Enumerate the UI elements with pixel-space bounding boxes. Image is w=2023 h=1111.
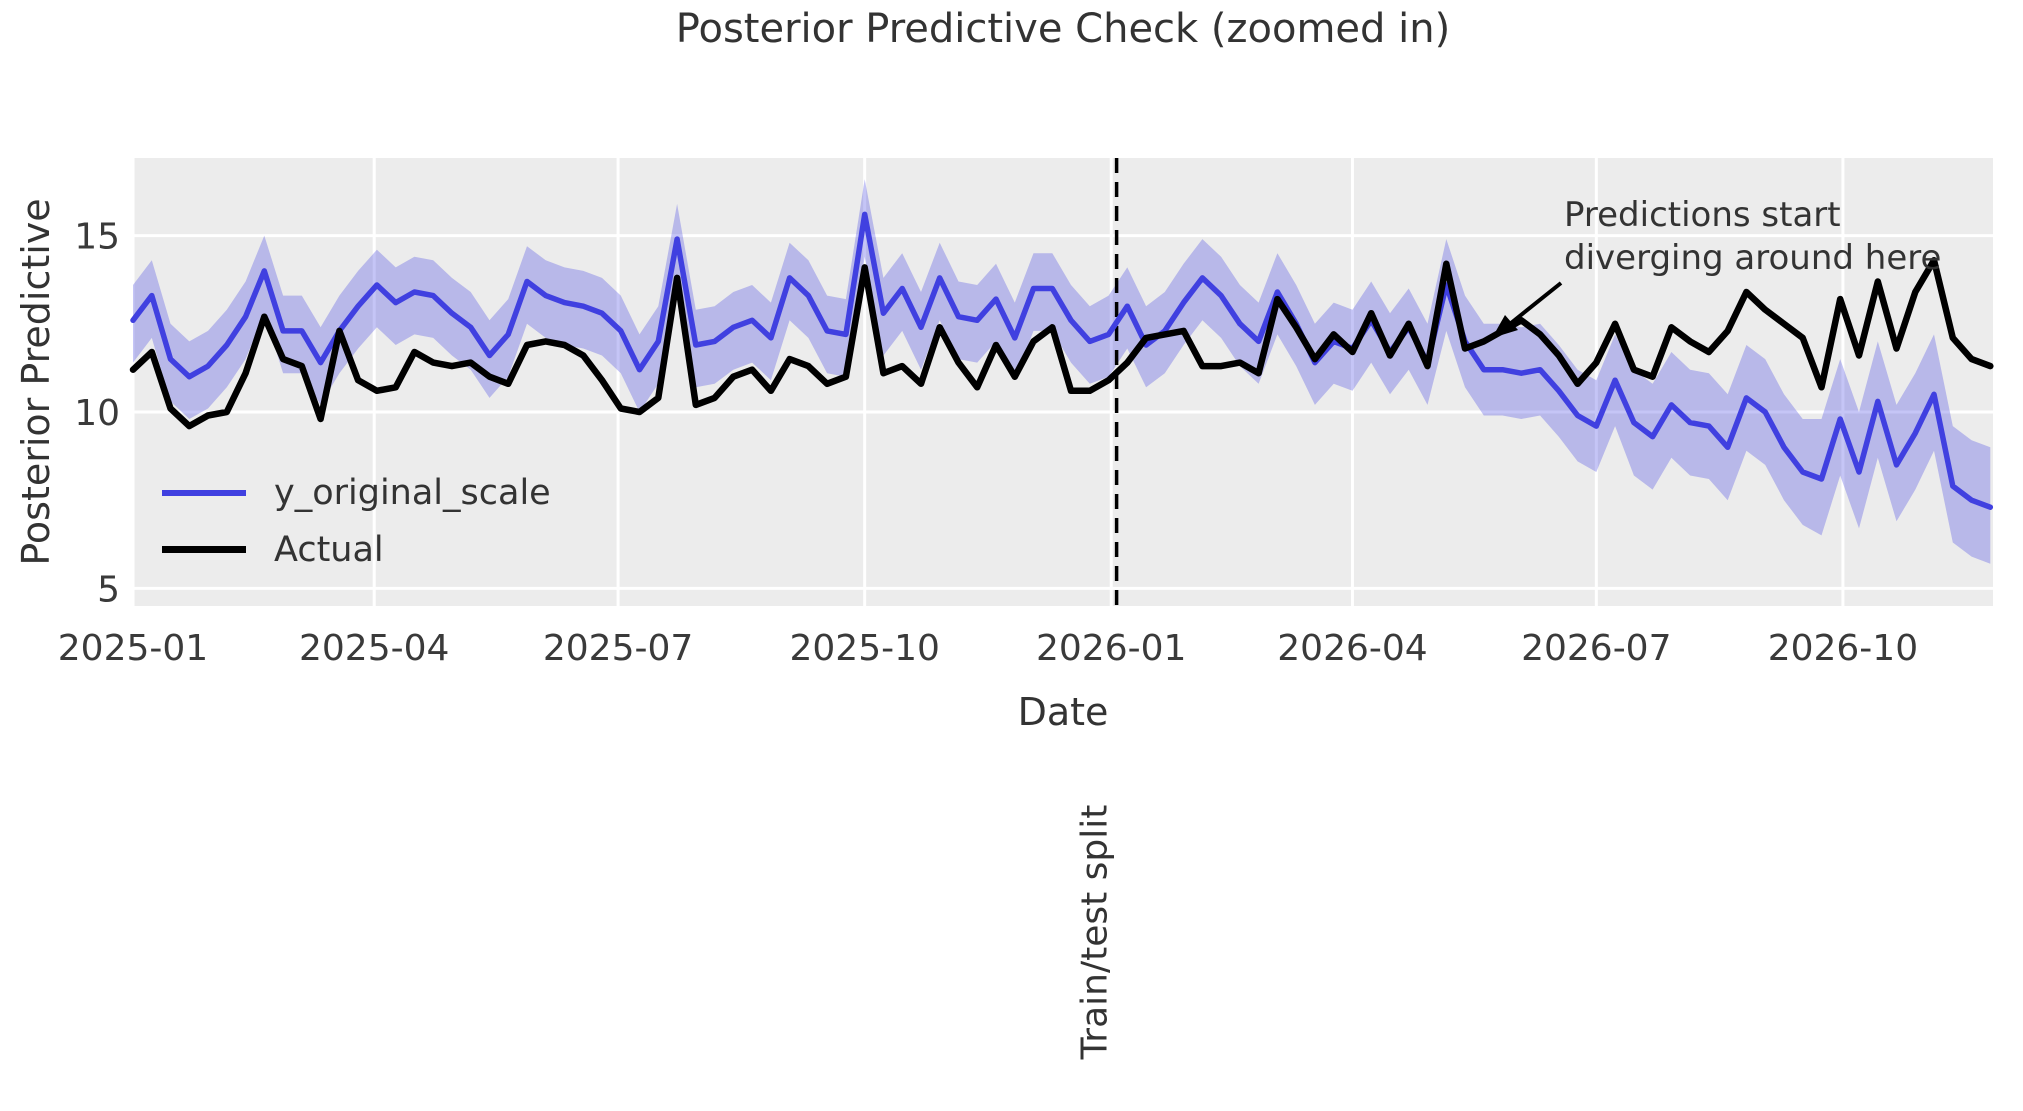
legend-item-y-original-scale: y_original_scale <box>162 464 551 521</box>
x-tick: 2025-07 <box>543 628 693 669</box>
hdi-band <box>133 179 1991 564</box>
y-tick: 15 <box>74 217 120 258</box>
actual-line <box>129 257 1994 430</box>
legend-line-swatch-black <box>162 546 246 553</box>
legend: y_original_scale Actual <box>162 464 551 578</box>
y-tick: 5 <box>97 569 120 610</box>
x-tick: 2025-04 <box>299 628 449 669</box>
annotation-line-2: diverging around here <box>1564 238 1942 278</box>
chart-title: Posterior Predictive Check (zoomed in) <box>675 6 1451 52</box>
x-tick: 2026-10 <box>1768 628 1918 669</box>
annotation-arrow <box>1492 281 1563 338</box>
x-tick-labels: 2025-01 2025-04 2025-07 2025-10 2026-01 2026-… <box>58 628 1918 669</box>
annotation-line-1: Predictions start <box>1564 195 1841 235</box>
legend-item-actual: Actual <box>162 521 551 578</box>
x-tick: 2025-10 <box>789 628 939 669</box>
legend-line-swatch-blue <box>162 489 246 496</box>
x-tick: 2026-01 <box>1036 628 1186 669</box>
x-tick: 2026-04 <box>1277 628 1427 669</box>
legend-label: Actual <box>274 529 384 570</box>
legend-label: y_original_scale <box>274 472 551 513</box>
gridlines <box>131 158 1993 606</box>
y-tick-labels: 15 10 5 <box>74 217 120 611</box>
x-tick: 2026-07 <box>1521 628 1671 669</box>
annotation-text: Predictions start diverging around here <box>1564 194 1941 280</box>
train-test-split-label: Train/test split <box>1074 804 1116 1060</box>
x-tick: 2025-01 <box>58 628 208 669</box>
y-axis-label: Posterior Predictive <box>14 198 58 566</box>
predicted-line <box>130 211 1994 510</box>
x-axis-label: Date <box>1017 690 1109 734</box>
plot-area <box>133 158 1993 606</box>
y-tick: 10 <box>74 393 120 434</box>
